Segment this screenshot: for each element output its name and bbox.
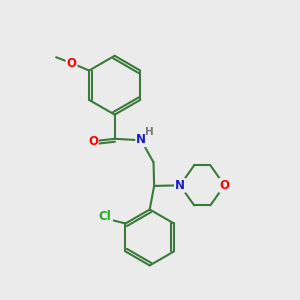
Text: H: H	[145, 127, 154, 137]
Text: O: O	[220, 179, 230, 192]
Text: O: O	[67, 57, 76, 70]
Text: N: N	[175, 179, 185, 192]
Text: Cl: Cl	[98, 210, 111, 223]
Text: N: N	[136, 133, 146, 146]
Text: O: O	[88, 135, 98, 148]
